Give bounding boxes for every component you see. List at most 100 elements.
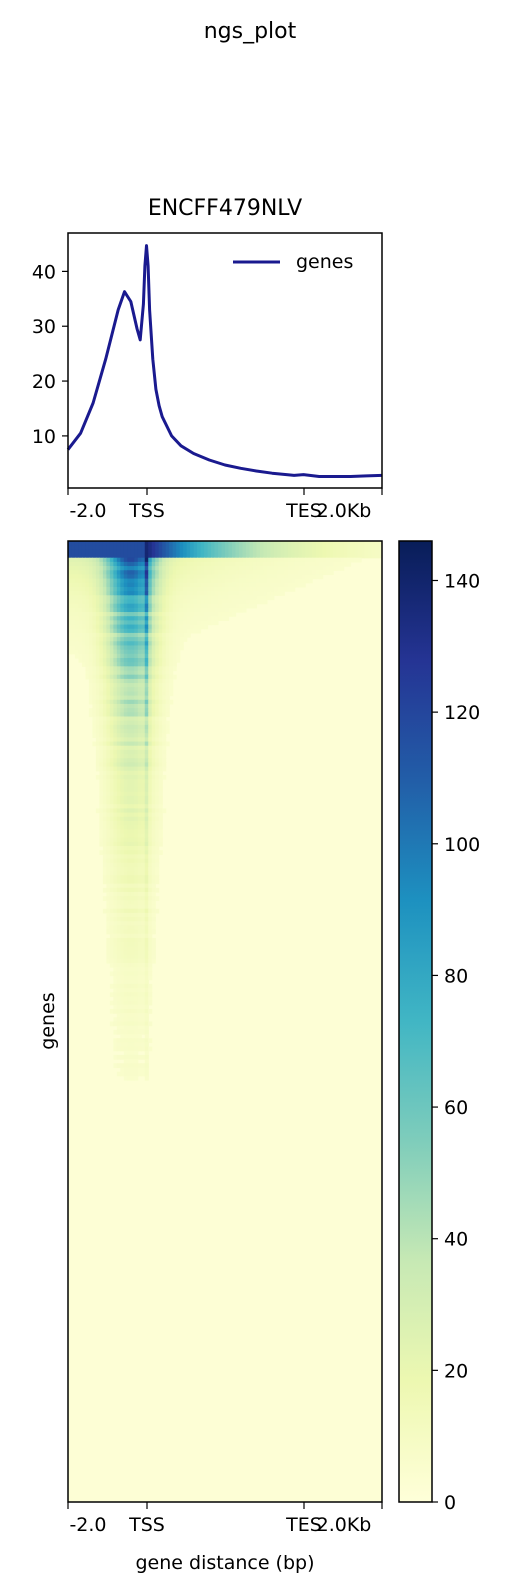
heatmap-cell	[74, 603, 80, 609]
heatmap-cell	[155, 862, 160, 868]
heatmap-cell	[155, 708, 160, 713]
heatmap-cell	[263, 578, 268, 584]
heatmap-cell	[134, 699, 139, 705]
heatmap-cell	[155, 754, 160, 759]
heatmap-cell	[113, 691, 118, 697]
heatmap-cell	[169, 616, 174, 621]
heatmap-cell	[252, 549, 257, 555]
heatmap-cell	[144, 670, 149, 676]
heatmap-cell	[99, 666, 104, 672]
heatmap-cell	[183, 561, 188, 567]
heatmap-cell	[85, 666, 90, 672]
heatmap-cell	[221, 570, 226, 576]
heatmap-cell	[99, 578, 104, 584]
heatmap-cell	[141, 645, 146, 651]
heatmap-cell	[165, 695, 170, 701]
heatmap-cell	[144, 833, 149, 839]
heatmap-cell	[123, 766, 128, 772]
heatmap-cell	[308, 549, 313, 555]
heatmap-cell	[106, 545, 111, 550]
heatmap-cell	[148, 733, 153, 738]
heatmap-cell	[85, 632, 90, 638]
heatmap-cell	[155, 574, 160, 580]
heatmap-cell	[141, 1038, 146, 1043]
heatmap-cell	[148, 779, 153, 784]
heatmap-cell	[116, 666, 121, 672]
heatmap-cell	[120, 1029, 125, 1035]
heatmap-cell	[123, 586, 128, 592]
heatmap-cell	[249, 603, 254, 609]
heatmap-cell	[151, 833, 156, 839]
heatmap-cell	[127, 1042, 132, 1048]
heatmap-cell	[120, 908, 125, 914]
heatmap-cell	[68, 595, 73, 601]
heatmap-cell	[120, 553, 125, 559]
heatmap-cell	[183, 595, 188, 601]
heatmap-cell	[242, 578, 247, 584]
heatmap-cell	[74, 641, 80, 647]
heatmap-cell	[151, 762, 156, 768]
heatmap-cell	[172, 591, 177, 596]
profile-legend: genes	[233, 251, 353, 273]
heatmap-cell	[95, 729, 100, 734]
heatmap-cell	[137, 1025, 142, 1031]
heatmap-cell	[109, 561, 114, 567]
heatmap-cell	[301, 557, 306, 563]
heatmap-cell	[130, 779, 135, 784]
heatmap-cell	[169, 657, 174, 663]
heatmap-cell	[85, 566, 90, 571]
heatmap-cell	[116, 1063, 121, 1069]
heatmap-cell	[301, 570, 306, 576]
heatmap-cell	[116, 983, 121, 989]
heatmap-cell	[88, 628, 94, 634]
heatmap-cell	[151, 653, 156, 659]
heatmap-cell	[207, 607, 212, 613]
heatmap-cell	[228, 545, 233, 550]
heatmap-cell	[134, 616, 139, 621]
heatmap-cell	[141, 825, 146, 830]
heatmap-cell	[102, 561, 107, 567]
heatmap-cell	[127, 820, 132, 826]
heatmap-cell	[134, 858, 139, 864]
heatmap-cell	[127, 950, 132, 956]
heatmap-cell	[329, 553, 334, 559]
heatmap-cell	[141, 1021, 146, 1027]
heatmap-cell	[134, 683, 139, 688]
heatmap-cell	[102, 720, 107, 726]
heatmap-cell	[148, 917, 153, 922]
heatmap-cell	[109, 963, 114, 968]
heatmap-cell	[148, 921, 153, 926]
heatmap-cell	[249, 561, 254, 567]
heatmap-cell	[144, 653, 149, 659]
heatmap-cell	[214, 570, 219, 576]
heatmap-cell	[92, 720, 97, 726]
heatmap-cell	[273, 541, 278, 546]
heatmap-cell	[144, 846, 149, 851]
heatmap-cell	[130, 632, 135, 638]
heatmap-cell	[113, 979, 118, 985]
heatmap-cell	[179, 578, 184, 584]
heatmap-cell	[134, 833, 139, 839]
heatmap-cell	[95, 574, 100, 580]
heatmap-cell	[130, 808, 135, 814]
heatmap-cell	[113, 837, 118, 843]
heatmap-cell	[144, 641, 149, 647]
heatmap-cell	[130, 983, 135, 989]
heatmap-cell	[99, 670, 104, 676]
heatmap-cell	[127, 992, 132, 998]
heatmap-cell	[92, 570, 97, 576]
heatmap-cell	[158, 541, 163, 546]
heatmap-cell	[109, 549, 114, 555]
heatmap-cell	[137, 812, 142, 818]
heatmap-cell	[141, 846, 146, 851]
heatmap-cell	[137, 620, 142, 626]
heatmap-cell	[312, 566, 317, 571]
heatmap-cell	[155, 825, 160, 830]
heatmap-cell	[218, 570, 223, 576]
heatmap-cell	[291, 578, 296, 584]
heatmap-cell	[137, 933, 142, 939]
heatmap-cell	[102, 733, 107, 738]
heatmap-cell	[158, 850, 163, 855]
heatmap-cell	[99, 628, 104, 634]
heatmap-cell	[141, 800, 146, 805]
